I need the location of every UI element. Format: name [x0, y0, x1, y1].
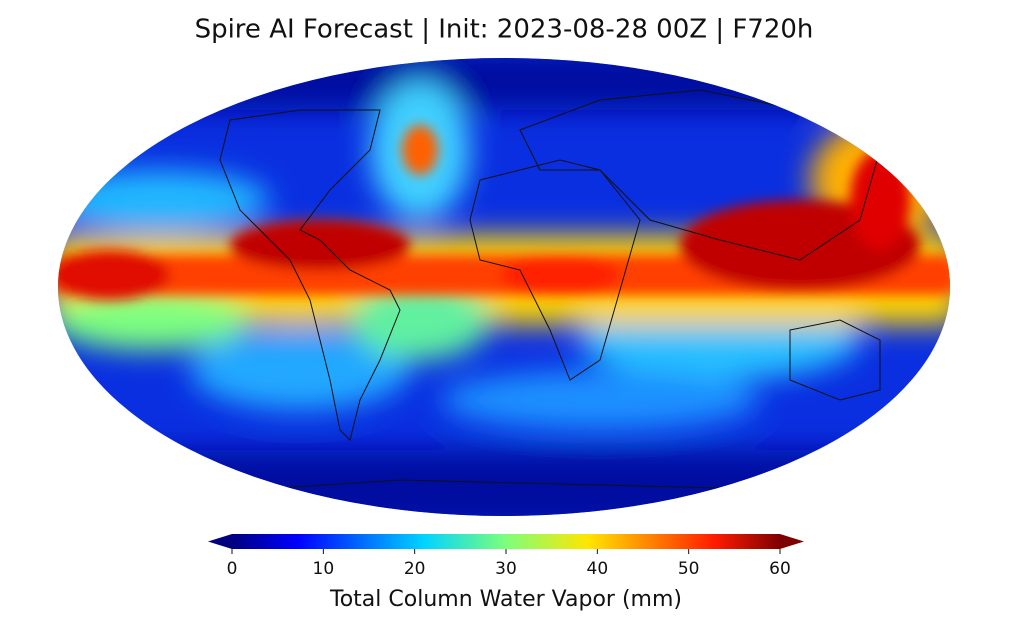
colorbar-tick-label: 40: [587, 559, 609, 579]
map-title: Spire AI Forecast | Init: 2023-08-28 00Z…: [195, 15, 814, 45]
colorbar-tick-label: 10: [313, 559, 335, 579]
colorbar-extend-low: [208, 534, 232, 549]
colorbar-tick-label: 60: [769, 559, 791, 579]
colorbar-label: Total Column Water Vapor (mm): [329, 587, 682, 612]
colorbar-tick-label: 50: [678, 559, 700, 579]
colorbar-tick-label: 0: [227, 559, 238, 579]
colorbar-extend-high: [780, 534, 804, 549]
colorbar-tick-label: 30: [495, 559, 517, 579]
water-vapor-map: [58, 58, 950, 516]
colorbar-tick-label: 20: [404, 559, 426, 579]
colorbar-gradient: [232, 534, 780, 549]
coastlines: [219, 89, 881, 491]
colorbar: [208, 534, 804, 549]
